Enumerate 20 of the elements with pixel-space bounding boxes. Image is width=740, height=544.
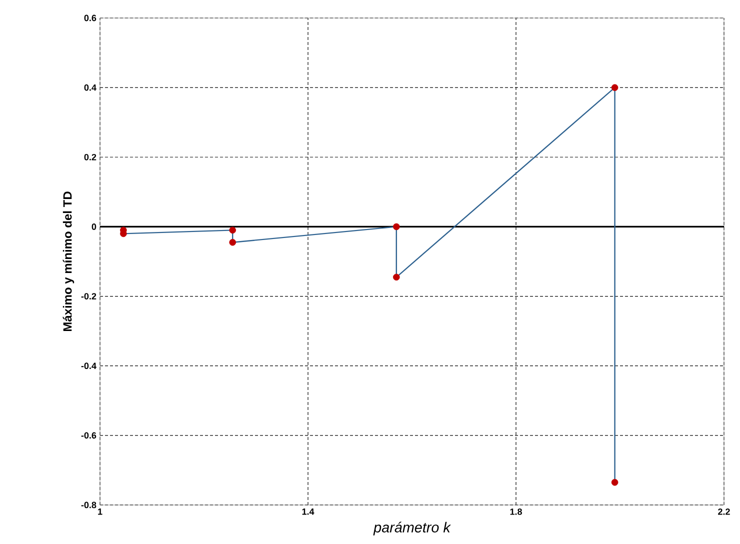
x-tick-label: 2.2: [718, 508, 730, 515]
y-tick-label: 0.4: [84, 84, 96, 91]
y-tick-label: -0.2: [81, 293, 96, 300]
point: [611, 478, 618, 486]
y-axis-title: Máximo y mínimo del TD: [62, 192, 74, 332]
y-tick-label: -0.4: [81, 362, 96, 370]
y-tick-label: 0: [92, 224, 96, 230]
x-tick-label: 1: [98, 508, 102, 515]
point: [393, 223, 400, 230]
y-tick-label: -0.8: [81, 502, 96, 508]
point: [393, 274, 400, 281]
y-tick-label: 0.6: [84, 14, 96, 22]
point: [229, 238, 236, 246]
x-tick-label: 1.8: [510, 508, 522, 515]
x-axis-title: parámetro k: [373, 522, 452, 536]
y-tick-label: -0.6: [81, 432, 96, 439]
y-tick-label: 0.2: [84, 154, 96, 160]
point: [611, 84, 618, 91]
x-tick-label: 1.4: [302, 508, 314, 515]
point: [229, 226, 236, 234]
